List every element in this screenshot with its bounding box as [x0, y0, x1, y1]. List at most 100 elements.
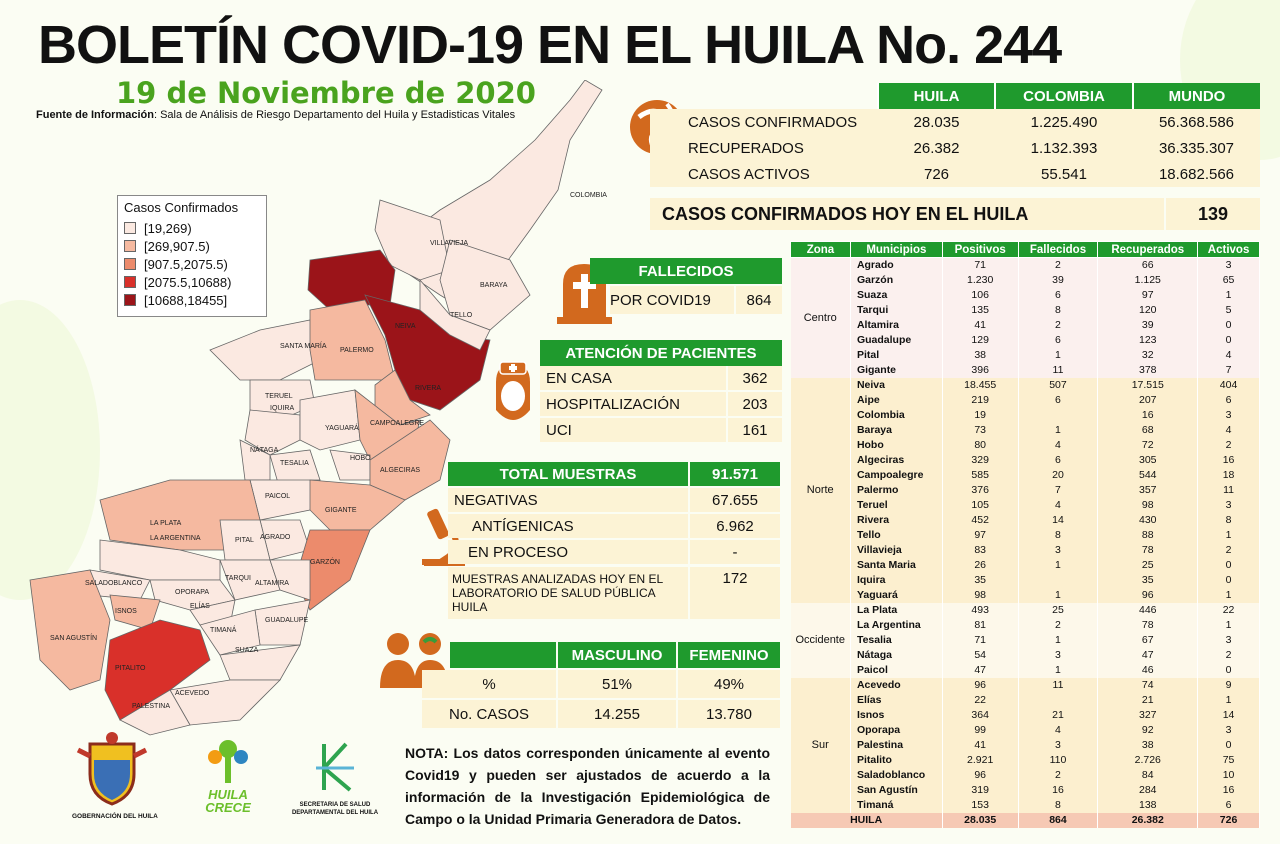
- value-cell: 4: [1018, 722, 1099, 738]
- value-cell: 14: [1018, 512, 1099, 528]
- table-row: Santa Maria 26 1 25 0: [790, 557, 1260, 573]
- value-cell: 2: [1197, 647, 1260, 663]
- value-cell: 75: [1197, 752, 1260, 768]
- zone-cell: Centro: [790, 257, 851, 378]
- table-row: Yaguará 98 1 96 1: [790, 587, 1260, 603]
- value-cell: 2: [1018, 617, 1099, 633]
- municipio-name: Aipe: [850, 392, 943, 408]
- globe-icon: [630, 100, 684, 154]
- table-row: La Argentina 81 2 78 1: [790, 617, 1260, 633]
- table-row: Occidente La Plata 493 25 446 22: [790, 602, 1260, 678]
- legend-item: [19,269): [124, 219, 260, 237]
- value-cell: 2: [1197, 437, 1260, 453]
- table-row: Hobo 80 4 72 2: [790, 437, 1260, 453]
- value-cell: 68: [1097, 422, 1199, 438]
- value-cell: 446: [1097, 602, 1199, 618]
- value-cell: 1.125: [1097, 272, 1199, 288]
- value-cell: 81: [942, 617, 1019, 633]
- table-row: Algeciras 329 6 305 16: [790, 452, 1260, 468]
- value-cell: 378: [1097, 362, 1199, 378]
- value-cell: 4: [1197, 422, 1260, 438]
- municipio-name: Guadalupe: [850, 332, 943, 348]
- map-region-yaguara: [299, 389, 361, 451]
- atencion-value: 362: [728, 366, 782, 390]
- value-cell: 1: [1018, 347, 1099, 363]
- table-row: Tarqui 135 8 120 5: [790, 302, 1260, 318]
- value-cell: 2: [1018, 317, 1099, 333]
- map-label: SANTA MARÍA: [280, 341, 327, 350]
- column-header: Positivos: [941, 241, 1019, 258]
- sexo-label: No. CASOS: [422, 700, 556, 728]
- table-row: Villavieja 83 3 78 2: [790, 542, 1260, 558]
- value-cell: 0: [1197, 332, 1260, 348]
- map-label: RIVERA: [415, 385, 441, 392]
- table-row: Teruel 105 4 98 3: [790, 497, 1260, 513]
- municipio-name: Tarqui: [850, 302, 943, 318]
- map-region-pitalito: [104, 619, 211, 721]
- value-cell: 305: [1097, 452, 1199, 468]
- value-cell: 21: [1097, 692, 1199, 708]
- map-label: NEIVA: [395, 323, 416, 330]
- value-cell: 430: [1097, 512, 1199, 528]
- municipio-name: Gigante: [850, 362, 943, 378]
- value-cell: 153: [942, 797, 1019, 813]
- source-info: Fuente de Información: Sala de Análisis …: [36, 109, 516, 121]
- value-cell: 1: [1018, 662, 1099, 678]
- legend-swatch: [124, 294, 136, 306]
- table-row: Campoalegre 585 20 544 18: [790, 467, 1260, 483]
- legend-item: [2075.5,10688): [124, 273, 260, 291]
- sexo-value: 14.255: [558, 700, 676, 728]
- table-row: Palermo 376 7 357 11: [790, 482, 1260, 498]
- value-cell: 726: [923, 165, 950, 183]
- map-label: PALESTINA: [132, 703, 170, 710]
- value-cell: 32: [1097, 347, 1199, 363]
- muestras-label: ANTÍGENICAS: [448, 514, 688, 538]
- value-cell: 84: [1097, 767, 1199, 783]
- municipio-name: Campoalegre: [850, 467, 943, 483]
- sexo-value: 13.780: [678, 700, 780, 728]
- value-cell: 47: [1097, 647, 1199, 663]
- table-row: Aipe 219 6 207 6: [790, 392, 1260, 408]
- value-cell: 0: [1197, 557, 1260, 573]
- value-cell: 6: [1197, 797, 1260, 813]
- total-cell: 864: [1018, 812, 1099, 828]
- value-cell: 78: [1097, 542, 1199, 558]
- value-cell: 7: [1197, 362, 1260, 378]
- muestras-title: TOTAL MUESTRAS: [448, 462, 688, 486]
- municipio-name: Garzón: [850, 272, 943, 288]
- municipios-table: Zona Municipios Positivos Fallecidos Recuper…: [790, 241, 1260, 828]
- summary-table: HUILA COLOMBIA MUNDO CASOS CONFIRMADOS 2…: [650, 83, 1260, 187]
- value-cell: 1: [1018, 632, 1099, 648]
- value-cell: 4: [1197, 347, 1260, 363]
- value-cell: 14: [1197, 707, 1260, 723]
- table-row: Oporapa 99 4 92 3: [790, 722, 1260, 738]
- map-label: LA ARGENTINA: [150, 535, 201, 542]
- huila-map: COLOMBIA VILLAVIEJA BARAYA NEIVA TELLO SANTA …: [29, 80, 607, 736]
- municipio-name: Yaguará: [850, 587, 943, 603]
- value-cell: 25: [1097, 557, 1199, 573]
- value-cell: 493: [942, 602, 1019, 618]
- value-cell: 319: [942, 782, 1019, 798]
- municipio-name: Isnos: [850, 707, 943, 723]
- value-cell: 83: [942, 542, 1019, 558]
- value-cell: 9: [1197, 677, 1260, 693]
- value-cell: 66: [1097, 257, 1199, 273]
- value-cell: 11: [1018, 677, 1099, 693]
- value-cell: 8: [1018, 797, 1099, 813]
- value-cell: 4: [1018, 497, 1099, 513]
- municipio-name: La Argentina: [850, 617, 943, 633]
- map-label: SAN AGUSTÍN: [50, 633, 97, 642]
- map-labels: COLOMBIA VILLAVIEJA BARAYA NEIVA TELLO SANTA …: [50, 192, 607, 710]
- value-cell: 544: [1097, 467, 1199, 483]
- value-cell: 38: [942, 347, 1019, 363]
- value-cell: 110: [1018, 752, 1099, 768]
- map-label: IQUIRA: [270, 405, 294, 412]
- map-label: ALGECIRAS: [380, 467, 420, 474]
- municipio-name: San Agustín: [850, 782, 943, 798]
- page-title: BOLETÍN COVID-19 EN EL HUILA No. 244: [38, 15, 1062, 75]
- column-header: Municipios: [849, 241, 943, 258]
- legend-swatch: [124, 276, 136, 288]
- value-cell: 17.515: [1097, 377, 1199, 393]
- value-cell: 120: [1097, 302, 1199, 318]
- legend-item: [269,907.5): [124, 237, 260, 255]
